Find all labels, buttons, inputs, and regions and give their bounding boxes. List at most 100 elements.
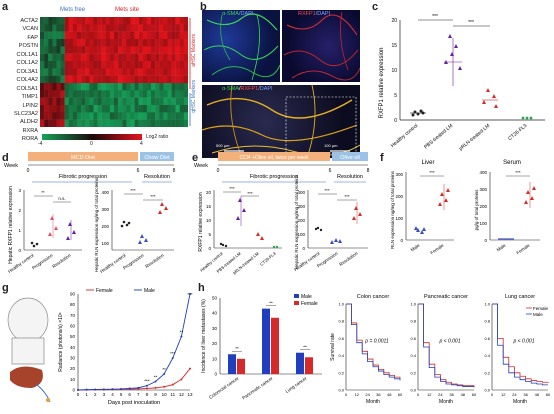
heatmap-cell (114, 31, 119, 40)
ytick: 400 (101, 190, 109, 195)
heatmap-cell (159, 112, 164, 120)
mcd-diet-bar (28, 152, 138, 161)
heatmap-cell (151, 75, 156, 84)
heatmap-cell (97, 31, 102, 40)
heatmap-cell (171, 97, 176, 106)
heatmap-cell (60, 83, 65, 91)
heatmap-cell (138, 68, 143, 76)
heatmap-cell (167, 97, 172, 106)
x-tick-label: 3 (103, 392, 106, 397)
heatmap-cell (130, 24, 135, 32)
heatmap-cell (60, 105, 65, 113)
xtick: Resolution (51, 252, 72, 269)
y-tick-label: 0.8 (484, 319, 490, 324)
x-tick-label: 5 (120, 392, 123, 397)
heatmap-cell (163, 97, 168, 106)
plot-c: RXFP1 relative expression 0 5 10 15 20 *… (379, 14, 545, 152)
y-tick-label: 60 (70, 324, 76, 329)
heatmap-cell (142, 90, 148, 98)
heatmap-cell (146, 17, 152, 25)
heatmap-cell (68, 97, 74, 106)
heatmap-cell (183, 24, 188, 32)
heatmap-cell (159, 24, 164, 32)
heatmap-cell (118, 39, 123, 47)
heatmap-cell (68, 53, 74, 62)
heatmap-cell (68, 112, 74, 120)
heatmap-cell (105, 105, 111, 113)
data-point (256, 232, 260, 236)
y-axis-label: Radiance (photons/s) ×10⁶ (58, 312, 64, 371)
heatmap-cell (40, 90, 45, 98)
heatmap-cell (142, 75, 148, 84)
x-tick-label: 6 (128, 392, 131, 397)
heatmap-cell (101, 46, 106, 54)
heatmap-cell (126, 53, 131, 62)
scale-tick-max: 4 (140, 141, 143, 147)
heatmap-cell (138, 61, 143, 69)
ytick: 0 (484, 238, 487, 243)
heatmap-cell (159, 90, 164, 98)
heatmap-cell (171, 83, 176, 91)
heatmap-cell (60, 61, 65, 69)
ytick: 1 (18, 228, 21, 233)
y-tick-label: 0.2 (484, 370, 490, 375)
heatmap-cell (64, 90, 69, 98)
heatmap-cell (138, 39, 143, 47)
heatmap-cell (155, 24, 160, 32)
heatmap-cell (64, 112, 69, 120)
heatmap-brackets (189, 18, 191, 126)
heatmap-cell (44, 31, 49, 40)
data-point (171, 383, 174, 386)
heatmap-cell (109, 112, 115, 120)
heatmap-cell (64, 61, 69, 69)
micrograph-merge: α-SMA/RXFP1/DAPI 500 μm 100 μm (202, 85, 360, 158)
km-curve-male (418, 303, 475, 388)
heatmap-cell (97, 97, 102, 106)
ccl4-bar (218, 152, 330, 161)
x-tick-label: 11 (170, 392, 175, 397)
heatmap-cell (183, 68, 188, 76)
heatmap-cell (105, 53, 111, 62)
heatmap-cell (179, 83, 185, 91)
phase-fibrotic: Fibrotic progression (250, 174, 298, 180)
heatmap-cell (68, 75, 74, 84)
heatmap-cell (155, 17, 160, 25)
y-tick-label: 0.6 (338, 336, 344, 341)
x-tick-label: 2 (94, 392, 97, 397)
data-point (524, 200, 528, 204)
color-scale-bar (42, 134, 142, 140)
week-tick: 8 (173, 168, 176, 174)
heatmap-cell (179, 112, 185, 120)
heatmap-cell (167, 105, 172, 113)
data-point (35, 242, 39, 246)
heatmap-cell (167, 68, 172, 76)
heatmap-cell (134, 61, 139, 69)
xtick: Resolution (338, 250, 359, 267)
km-pancreatic: Pancreatic cancer 0.0 0.2 0.4 0.6 0.8 1.0 0 12 24… (410, 294, 477, 405)
data-point (137, 386, 140, 389)
heatmap-cell (159, 68, 164, 76)
heatmap-cell (155, 61, 160, 69)
ytick: 400 (479, 170, 487, 175)
heatmap-cell (44, 105, 49, 113)
heatmap-cell (134, 105, 139, 113)
data-point (414, 226, 418, 230)
plot-c-xtick: PBS-treated LM (423, 123, 454, 150)
sig-marker: ** (180, 330, 184, 335)
heatmap-cell (179, 119, 185, 127)
x-tick-label: 24 (438, 392, 443, 397)
data-point (411, 113, 415, 117)
gene-label: COL1A1 (16, 51, 38, 58)
xtick: Resolution (144, 252, 165, 269)
plot-c-sig: *** (468, 20, 474, 26)
bar-female (305, 357, 313, 374)
serum-title: Serum (503, 160, 521, 166)
gene-label: COL4A2 (16, 77, 38, 84)
data-point (438, 202, 442, 206)
heatmap-cell (163, 53, 168, 62)
heatmap-cell (126, 75, 131, 84)
ytick: 200 (101, 224, 109, 229)
scalebar-500: 500 μm (216, 143, 230, 148)
scale-tick-mid: 0 (90, 141, 93, 147)
data-point (111, 388, 114, 391)
